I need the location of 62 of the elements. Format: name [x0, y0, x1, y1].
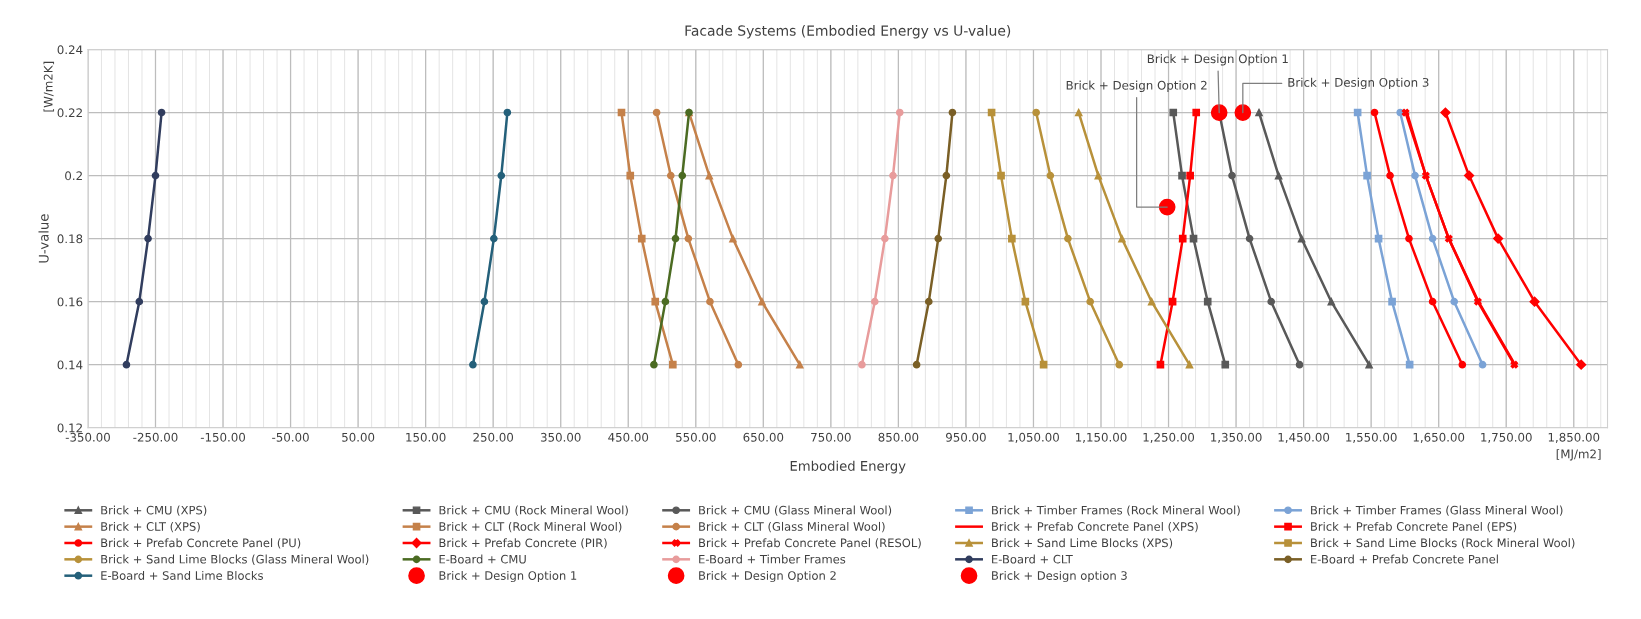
- annotation: Brick + Design Option 2: [1066, 80, 1207, 92]
- x-tick-label: 850.00: [878, 432, 919, 442]
- legend-label: Brick + Prefab Concrete (PIR): [439, 538, 607, 549]
- x-tick-label: 1,250.00: [1143, 432, 1195, 443]
- y-tick-label: 0.18: [57, 234, 83, 244]
- y-tick-label: 0.12: [57, 423, 82, 433]
- y-tick-label: 0.22: [57, 108, 82, 118]
- legend-label: Brick + Sand Lime Blocks (XPS): [992, 538, 1173, 549]
- legend-label: Brick + Design Option 2: [699, 570, 836, 583]
- text: [W/m2K]: [43, 61, 55, 112]
- annotation: Brick + Design Option 1: [1147, 54, 1288, 66]
- legend-label: Brick + Timber Frames (Rock Mineral Wool): [992, 505, 1240, 516]
- legend-label: E-Board + Prefab Concrete Panel: [1311, 554, 1498, 564]
- x-tick-label: 1,850.00: [1548, 432, 1600, 443]
- y-tick-label: 0.24: [57, 45, 83, 55]
- x-tick-label: 1,550.00: [1346, 432, 1397, 443]
- legend-label: Brick + Design Option 1: [439, 570, 577, 583]
- x-tick-label: 250.00: [473, 432, 514, 442]
- y-tick-label: 0.16: [57, 297, 83, 307]
- legend-label: Brick + Prefab Concrete Panel (PU): [101, 538, 301, 549]
- y-tick-label: 0.14: [57, 360, 83, 370]
- x-tick-label: 1,650.00: [1413, 432, 1465, 443]
- x-tick-label: 650.00: [743, 432, 784, 442]
- text: [MJ/m2]: [1556, 449, 1601, 461]
- legend-label: Brick + Sand Lime Blocks (Glass Mineral Wool): [101, 554, 369, 565]
- legend-label: Brick + Design option 3: [992, 570, 1127, 583]
- x-tick-label: 1,350.00: [1211, 432, 1262, 443]
- legend-label: Brick + Prefab Concrete Panel (EPS): [1311, 521, 1517, 533]
- chart-title: Facade Systems (Embodied Energy vs U-value): [685, 25, 1011, 39]
- annotation: Brick + Design Option 3: [1288, 77, 1429, 90]
- x-tick-label: -350.00: [65, 432, 110, 442]
- legend-label: E-Board + Sand Lime Blocks: [101, 570, 263, 580]
- x-tick-label: 450.00: [608, 432, 649, 442]
- x-axis-title: Embodied Energy: [790, 460, 906, 474]
- legend-label: Brick + Prefab Concrete Panel (RESOL): [699, 538, 921, 549]
- x-tick-label: -50.00: [272, 432, 309, 442]
- x-tick-label: 150.00: [406, 432, 446, 442]
- x-tick-label: -250.00: [133, 432, 178, 442]
- legend-label: Brick + Sand Lime Blocks (Rock Mineral Wool): [1311, 538, 1575, 549]
- x-tick-label: 550.00: [676, 432, 716, 442]
- legend-label: Brick + Timber Frames (Glass Mineral Wool): [1311, 505, 1563, 516]
- y-tick-label: 0.2: [65, 171, 82, 181]
- legend-label: Brick + CMU (Rock Mineral Wool): [439, 505, 628, 516]
- x-tick-label: 1,050.00: [1008, 432, 1059, 443]
- x-tick-label: 750.00: [811, 432, 851, 442]
- legend-label: E-Board + CMU: [439, 554, 526, 564]
- legend-label: E-Board + CLT: [992, 554, 1073, 564]
- legend-label: Brick + Prefab Concrete Panel (XPS): [992, 521, 1198, 533]
- legend-label: E-Board + Timber Frames: [699, 554, 846, 564]
- legend-label: Brick + CLT (Rock Mineral Wool): [439, 521, 622, 533]
- x-tick-label: 1,450.00: [1278, 432, 1330, 443]
- x-tick-label: 1,150.00: [1076, 432, 1127, 443]
- legend-label: Brick + CLT (Glass Mineral Wool): [699, 521, 885, 533]
- y-axis-title: U-value: [38, 214, 49, 263]
- x-tick-label: 950.00: [946, 432, 986, 442]
- x-tick-label: 1,750.00: [1481, 432, 1532, 443]
- legend-label: Brick + CMU (Glass Mineral Wool): [699, 505, 892, 516]
- x-tick-label: -150.00: [200, 432, 246, 442]
- x-tick-label: 350.00: [540, 432, 581, 442]
- legend-label: Brick + CMU (XPS): [101, 505, 207, 516]
- legend-label: Brick + CLT (XPS): [101, 521, 200, 533]
- x-tick-label: 50.00: [342, 432, 375, 442]
